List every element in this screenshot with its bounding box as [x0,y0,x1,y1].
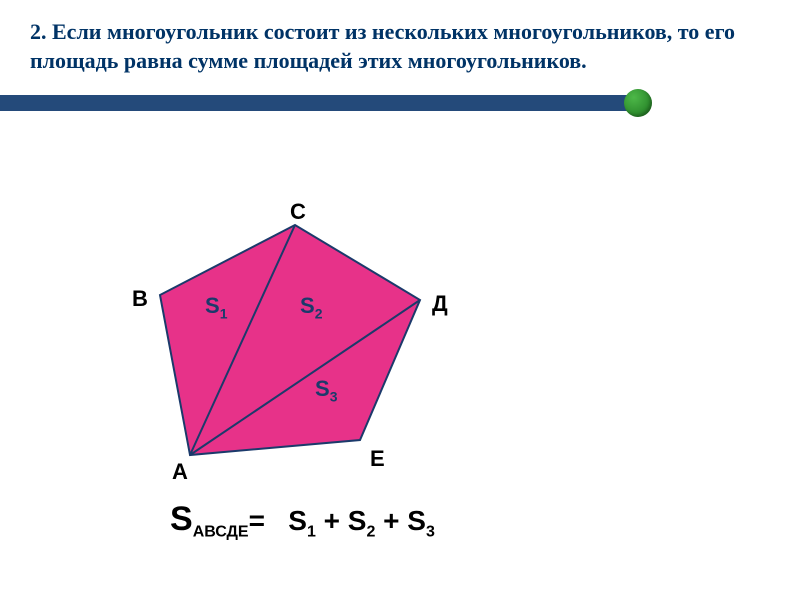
decorative-bar [0,89,800,117]
formula-rhs: S1 + S2 + S3 [273,505,435,536]
polygon-svg [120,215,500,495]
pentagon-shape [160,225,420,455]
formula-lhs-S: S [170,500,193,538]
heading-number: 2. [30,19,47,44]
bar-line [0,95,640,111]
vertex-label-B: В [132,286,148,312]
vertex-label-D: Д [432,291,448,317]
heading-text: Если многоугольник состоит из нескольких… [30,19,735,73]
region-label-S1: S1 [205,293,227,321]
slide-heading: 2. Если многоугольник состоит из несколь… [0,0,800,83]
formula-lhs-sub: АВСДЕ [193,524,249,541]
vertex-label-A: А [172,459,188,485]
region-label-S3: S3 [315,376,337,404]
bar-ball [624,89,652,117]
area-formula: SАВСДЕ= S1 + S2 + S3 [170,500,435,542]
polygon-figure: АВСДЕS1S2S3 [120,215,500,495]
region-label-S2: S2 [300,293,322,321]
vertex-label-C: С [290,199,306,225]
formula-eq: = [249,505,265,536]
vertex-label-E: Е [370,446,385,472]
